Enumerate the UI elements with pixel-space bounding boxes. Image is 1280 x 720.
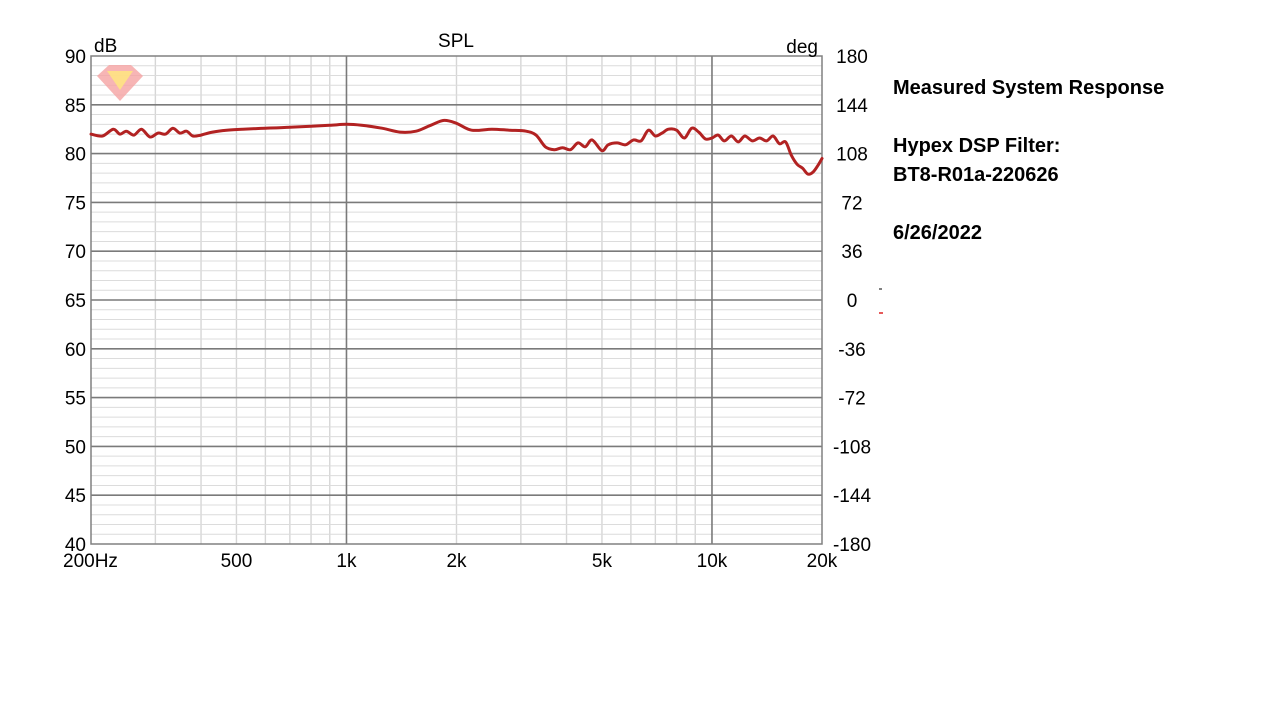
plot-frame [90,55,823,545]
filter-name: BT8-R01a-220626 [893,164,1059,186]
y-left-tick-label: 40 [65,535,86,556]
y-left-tick-label: 45 [65,486,86,507]
chart-title: SPL [438,31,474,52]
y-right-tick-label: 144 [836,96,868,117]
measurement-date: 6/26/2022 [893,222,982,244]
y-left-tick-label: 60 [65,340,86,361]
y-right-tick-label: -144 [833,486,871,507]
x-tick-label: 500 [221,551,253,572]
y-left-tick-label: 50 [65,437,86,458]
x-axis-ticks: 200Hz 500 1k 2k 5k 10k 20k [63,551,838,572]
y-right-tick-label: -36 [838,340,865,361]
series-layer [89,118,824,176]
y-axis-left-ticks: 90 85 80 75 70 65 60 55 50 45 40 [65,47,86,556]
x-tick-label: 2k [446,551,467,572]
y-axis-right-ticks: 180 144 108 72 36 0 -36 -72 -108 -144 -180 [833,47,871,556]
notes-heading: Measured System Response [893,77,1165,99]
watermark-logo [97,65,143,101]
y-left-tick-label: 80 [65,145,86,166]
x-tick-label: 1k [336,551,357,572]
y-right-tick-label: -108 [833,437,871,458]
y-right-tick-label: 36 [841,242,862,263]
y-left-tick-label: 55 [65,389,86,410]
y-left-tick-label: 65 [65,291,86,312]
x-tick-label: 20k [807,551,838,572]
y-left-tick-label: 75 [65,193,86,214]
y-right-tick-label: 108 [836,145,868,166]
notes-panel: Measured System Response Hypex DSP Filte… [893,74,1164,248]
y-left-tick-label: 70 [65,242,86,263]
y-left-tick-label: 90 [65,47,86,68]
y-axis-right-unit: deg [786,37,818,58]
x-tick-label: 200Hz [63,551,118,572]
y-right-tick-label: -180 [833,535,871,556]
legend-marks [879,288,883,314]
x-tick-label: 10k [697,551,728,572]
spl-series-line [89,118,824,176]
y-right-tick-label: -72 [838,389,865,410]
y-right-tick-label: 180 [836,47,868,68]
filter-label: Hypex DSP Filter: [893,135,1061,157]
y-right-tick-label: 72 [841,193,862,214]
y-left-tick-label: 85 [65,96,86,117]
y-right-tick-label: 0 [847,291,858,312]
x-tick-label: 5k [592,551,613,572]
y-axis-left-unit: dB [94,36,117,57]
